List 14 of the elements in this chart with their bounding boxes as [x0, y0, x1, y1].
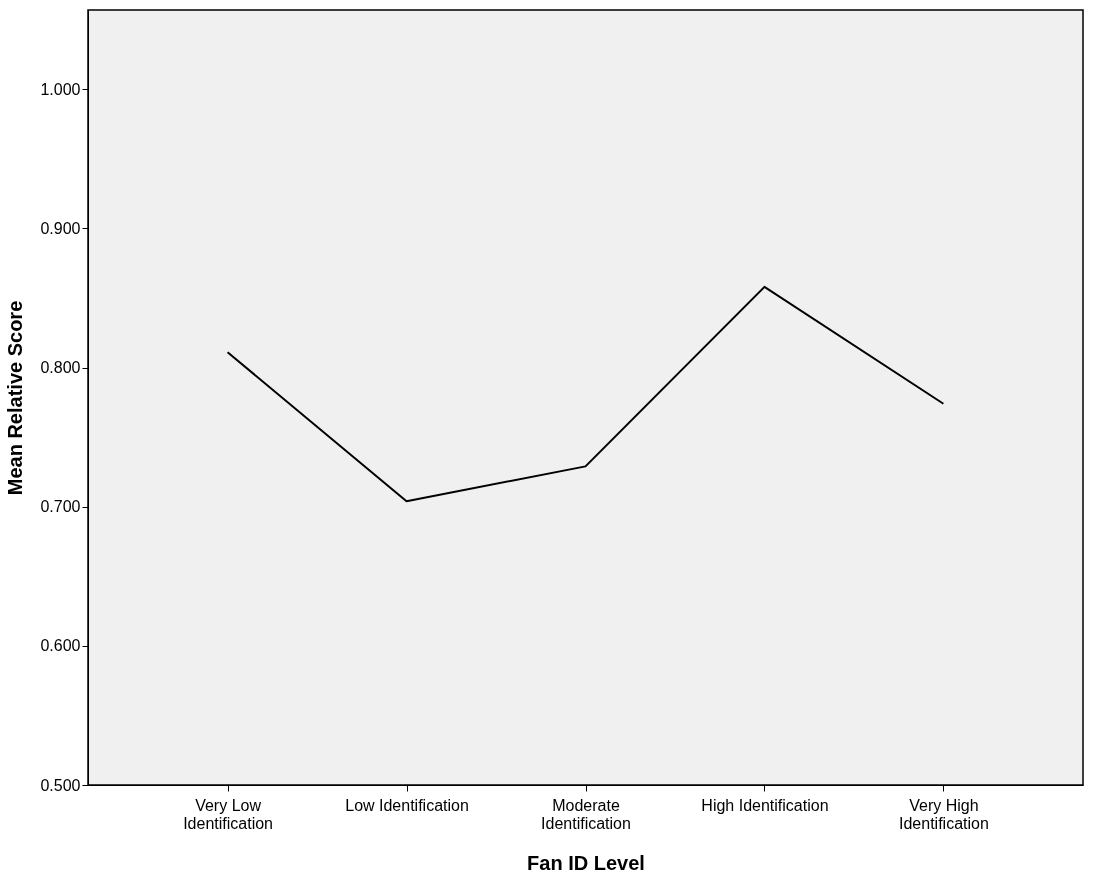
y-tick-label: 1.000 — [40, 80, 81, 98]
x-tick-label: High Identification — [701, 796, 829, 814]
x-tick-label: Very High Identification — [898, 796, 989, 832]
y-tick-label: 0.700 — [40, 498, 81, 516]
x-tick-label: Very Low Identification — [183, 796, 274, 832]
y-tick-label: 0.900 — [40, 219, 81, 237]
y-tick-label: 0.600 — [40, 637, 81, 655]
x-tick-label: Moderate Identification — [541, 796, 631, 832]
y-axis-title: Mean Relative Score — [4, 300, 27, 496]
y-tick-label: 0.500 — [40, 776, 81, 794]
x-axis-title: Fan ID Level — [527, 851, 645, 874]
x-tick-label: Low Identification — [345, 796, 469, 814]
line-series — [226, 285, 945, 503]
y-tick-label: 0.800 — [40, 359, 81, 377]
